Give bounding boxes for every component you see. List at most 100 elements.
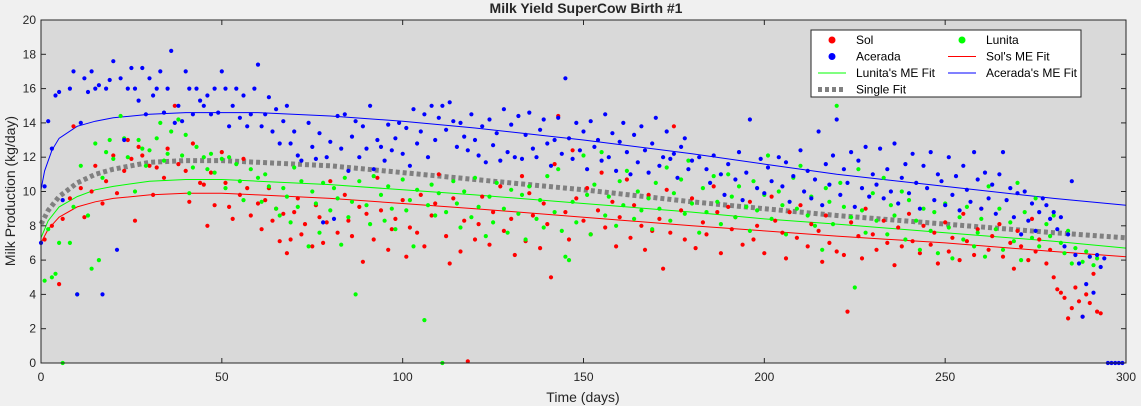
- lunita-point: [183, 132, 188, 137]
- acerada-point: [1084, 282, 1089, 287]
- sol-point: [227, 204, 232, 209]
- lunita-point: [444, 210, 449, 215]
- acerada-point: [816, 129, 821, 134]
- acerada-point: [75, 292, 80, 297]
- lunita-point: [686, 158, 691, 163]
- lunita-point: [219, 156, 224, 161]
- lunita-point: [632, 216, 637, 221]
- sol-point: [458, 249, 463, 254]
- sol-point: [472, 237, 478, 242]
- acerada-point: [284, 103, 289, 108]
- acerada-point: [208, 112, 214, 117]
- acerada-point: [838, 192, 843, 197]
- acerada-point: [187, 86, 192, 91]
- acerada-s-me-fit-line: [40, 112, 1127, 206]
- acerada-point: [241, 93, 246, 98]
- lunita-point: [726, 172, 731, 177]
- x-tick-label: 0: [38, 370, 45, 384]
- acerada-point: [878, 146, 883, 151]
- sol-point: [263, 198, 268, 203]
- acerada-point: [299, 158, 304, 163]
- acerada-point: [830, 153, 836, 158]
- lunita-point: [223, 186, 228, 191]
- sol-point: [501, 228, 506, 233]
- acerada-point: [1095, 252, 1100, 258]
- sol-point: [136, 144, 141, 149]
- sol-point: [906, 211, 912, 216]
- acerada-point: [780, 184, 785, 189]
- acerada-point: [429, 103, 434, 108]
- acerada-point: [585, 167, 590, 172]
- acerada-point: [60, 198, 65, 203]
- acerada-point: [259, 124, 264, 129]
- sol-point: [122, 168, 127, 173]
- sol-point: [407, 225, 412, 230]
- x-tick-label: 300: [1116, 370, 1136, 384]
- sol-point: [881, 218, 886, 223]
- acerada-point: [440, 103, 445, 108]
- acerada-point: [230, 103, 235, 108]
- acerada-point: [975, 177, 980, 182]
- lunita-point: [335, 196, 340, 201]
- sol-point: [595, 208, 601, 213]
- acerada-point: [910, 151, 915, 156]
- acerada-point: [697, 155, 702, 160]
- lunita-point: [1073, 246, 1078, 251]
- acerada-point: [711, 153, 716, 158]
- sol-point: [935, 261, 941, 266]
- acerada-point: [89, 69, 94, 74]
- lunita-point: [523, 237, 528, 242]
- acerada-point: [277, 141, 282, 146]
- lunita-point: [747, 228, 753, 233]
- sol-point: [480, 194, 485, 199]
- acerada-point: [1058, 215, 1063, 220]
- acerada-point: [165, 86, 170, 91]
- sol-point: [617, 215, 622, 220]
- sol-point: [154, 165, 159, 170]
- sol-point: [393, 216, 398, 221]
- lunita-point: [700, 186, 706, 191]
- acerada-point: [306, 120, 311, 125]
- lunita-point: [93, 141, 98, 146]
- sol-point: [1019, 244, 1024, 249]
- acerada-point: [621, 120, 626, 125]
- lunita-point: [606, 194, 611, 199]
- lunita-point: [715, 199, 720, 204]
- lunita-point: [961, 237, 966, 242]
- sol-point: [892, 263, 897, 268]
- lunita-point: [161, 158, 167, 163]
- lunita-point: [255, 175, 261, 180]
- sol-point: [241, 156, 246, 161]
- sol-point: [932, 230, 937, 235]
- lunita-point: [1037, 244, 1042, 249]
- lunita-point: [1029, 235, 1035, 240]
- sol-point: [165, 146, 170, 151]
- lunita-point: [729, 194, 734, 199]
- sol-point: [42, 237, 47, 242]
- acerada-point: [274, 107, 279, 112]
- lunita-point: [621, 203, 626, 208]
- acerada-point: [812, 177, 818, 182]
- sol-point: [104, 179, 109, 184]
- lunita-point: [501, 206, 506, 211]
- acerada-point: [252, 86, 257, 91]
- lunita-point: [830, 222, 836, 227]
- acerada-point: [679, 144, 684, 149]
- sol-point: [646, 192, 651, 197]
- lunita-point: [487, 194, 492, 199]
- acerada-point: [143, 112, 148, 117]
- sol-legend-marker: [828, 36, 836, 44]
- sol-point: [1098, 311, 1103, 316]
- acerada-point: [201, 103, 206, 108]
- acerada-point: [570, 156, 575, 161]
- y-tick-label: 20: [23, 13, 37, 27]
- sol-point: [711, 184, 716, 189]
- acerada-point: [219, 69, 224, 74]
- sol-point: [82, 215, 87, 220]
- lunita-point: [472, 175, 478, 180]
- acerada-point: [407, 163, 412, 168]
- sol-point: [849, 220, 854, 225]
- lunita-point: [1008, 220, 1013, 225]
- acerada-point: [527, 110, 532, 115]
- sol-point: [147, 163, 152, 168]
